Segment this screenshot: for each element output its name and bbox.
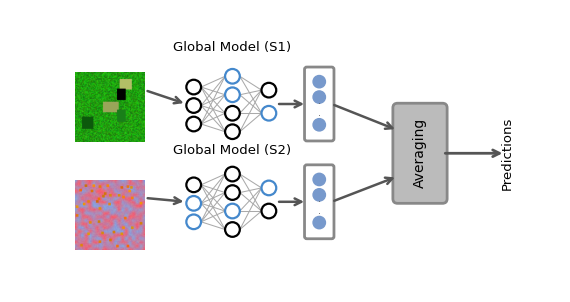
Circle shape <box>186 80 201 94</box>
Circle shape <box>313 76 325 88</box>
Circle shape <box>262 181 276 195</box>
FancyBboxPatch shape <box>304 67 334 141</box>
Circle shape <box>225 124 240 139</box>
Circle shape <box>262 204 276 218</box>
FancyBboxPatch shape <box>304 165 334 239</box>
Text: ·
·: · · <box>317 197 321 219</box>
FancyBboxPatch shape <box>393 103 447 203</box>
Circle shape <box>225 204 240 218</box>
Text: Predictions: Predictions <box>500 117 514 190</box>
Circle shape <box>313 189 325 201</box>
Circle shape <box>186 117 201 131</box>
Circle shape <box>225 106 240 120</box>
Circle shape <box>225 88 240 102</box>
Circle shape <box>262 106 276 120</box>
Circle shape <box>313 119 325 131</box>
Circle shape <box>186 214 201 229</box>
Circle shape <box>313 91 325 103</box>
Circle shape <box>313 217 325 229</box>
Circle shape <box>225 222 240 237</box>
Text: Global Model (S1): Global Model (S1) <box>173 40 291 53</box>
Circle shape <box>313 173 325 186</box>
Text: Averaging: Averaging <box>413 118 427 188</box>
Circle shape <box>186 178 201 192</box>
Circle shape <box>225 167 240 182</box>
Circle shape <box>225 69 240 84</box>
Circle shape <box>225 185 240 200</box>
Circle shape <box>186 98 201 113</box>
Circle shape <box>262 83 276 98</box>
Text: ·
·: · · <box>317 99 321 121</box>
Text: Global Model (S2): Global Model (S2) <box>173 144 291 157</box>
Circle shape <box>186 196 201 211</box>
